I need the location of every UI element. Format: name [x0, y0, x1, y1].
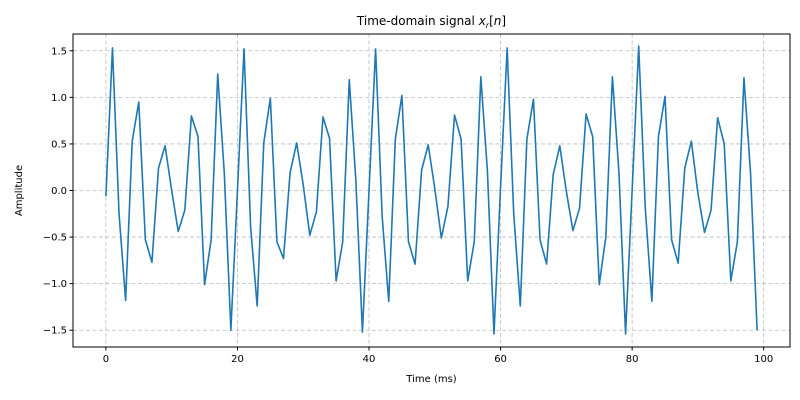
y-tick-label: 1.0 — [51, 93, 67, 104]
title-subscript: r — [486, 21, 490, 30]
plot-area — [105, 45, 758, 335]
x-axis-label: Time (ms) — [405, 374, 457, 385]
y-axis-label: Amplitude — [14, 165, 25, 216]
chart-title: Time-domain signal xr[n] — [356, 14, 506, 30]
y-tick-label: 0.5 — [51, 139, 67, 150]
title-bracket-close: ] — [501, 14, 506, 28]
y-tick-label: −1.0 — [43, 279, 67, 290]
x-tick-label: 0 — [103, 354, 109, 365]
title-bracket-open: [ — [489, 14, 494, 28]
title-prefix: Time-domain signal — [356, 14, 479, 28]
title-arg: n — [494, 14, 502, 28]
y-axis: 1.5 1.0 0.5 0.0 −0.5 −1.0 −1.5 — [43, 46, 73, 337]
x-tick-label: 100 — [754, 354, 773, 365]
x-tick-label: 60 — [494, 354, 507, 365]
x-axis: 0 20 40 60 80 100 — [103, 347, 773, 365]
y-tick-label: −0.5 — [43, 233, 67, 244]
x-tick-label: 80 — [626, 354, 639, 365]
x-tick-label: 20 — [231, 354, 244, 365]
x-tick-label: 40 — [363, 354, 376, 365]
y-tick-label: 0.0 — [51, 186, 67, 197]
signal-line — [105, 45, 758, 335]
y-tick-label: −1.5 — [43, 326, 67, 337]
title-var: x — [478, 14, 487, 28]
y-tick-label: 1.5 — [51, 46, 67, 57]
